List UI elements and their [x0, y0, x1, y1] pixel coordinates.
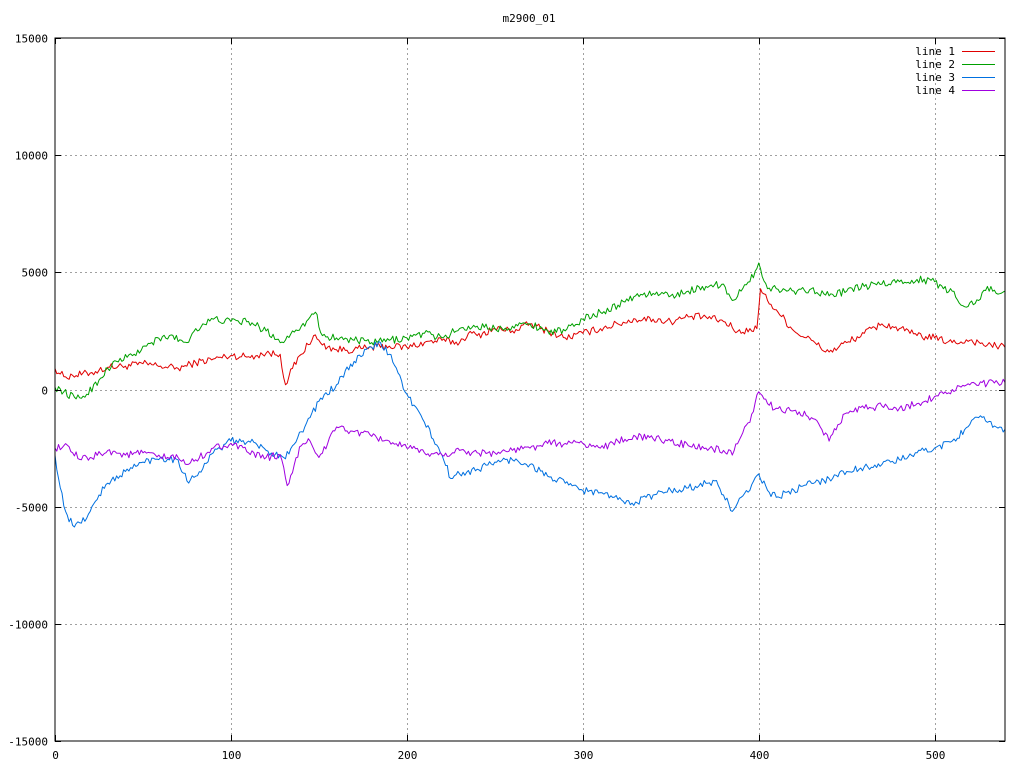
series-line-3: [54, 341, 1006, 528]
y-tick-label: -10000: [8, 619, 48, 632]
legend-label: line 1: [915, 45, 955, 58]
x-tick-label: 200: [398, 749, 418, 762]
y-tick-label: 10000: [15, 150, 48, 163]
chart-title: m2900_01: [503, 12, 556, 25]
axis-ticks: -15000 -10000 -5000 0 5000 10000 15000 0 100 200 3…: [8, 33, 1005, 762]
y-tick-label: 0: [41, 385, 48, 398]
grid: [55, 38, 1005, 741]
legend-label: line 4: [915, 84, 955, 97]
y-tick-label: 15000: [15, 33, 48, 46]
y-tick-label: -15000: [8, 736, 48, 749]
series-line-2: [54, 262, 1006, 400]
x-tick-label: 100: [222, 749, 242, 762]
y-tick-label: -5000: [15, 502, 48, 515]
y-tick-label: 5000: [22, 267, 49, 280]
x-tick-label: 300: [574, 749, 594, 762]
legend-label: line 2: [915, 58, 955, 71]
x-tick-label: 500: [926, 749, 946, 762]
x-tick-label: 400: [750, 749, 770, 762]
series-line-4: [54, 378, 1006, 487]
plot-area-border: [54, 37, 1006, 742]
series-group: [54, 262, 1006, 528]
legend-label: line 3: [915, 71, 955, 84]
x-tick-label: 0: [52, 749, 59, 762]
